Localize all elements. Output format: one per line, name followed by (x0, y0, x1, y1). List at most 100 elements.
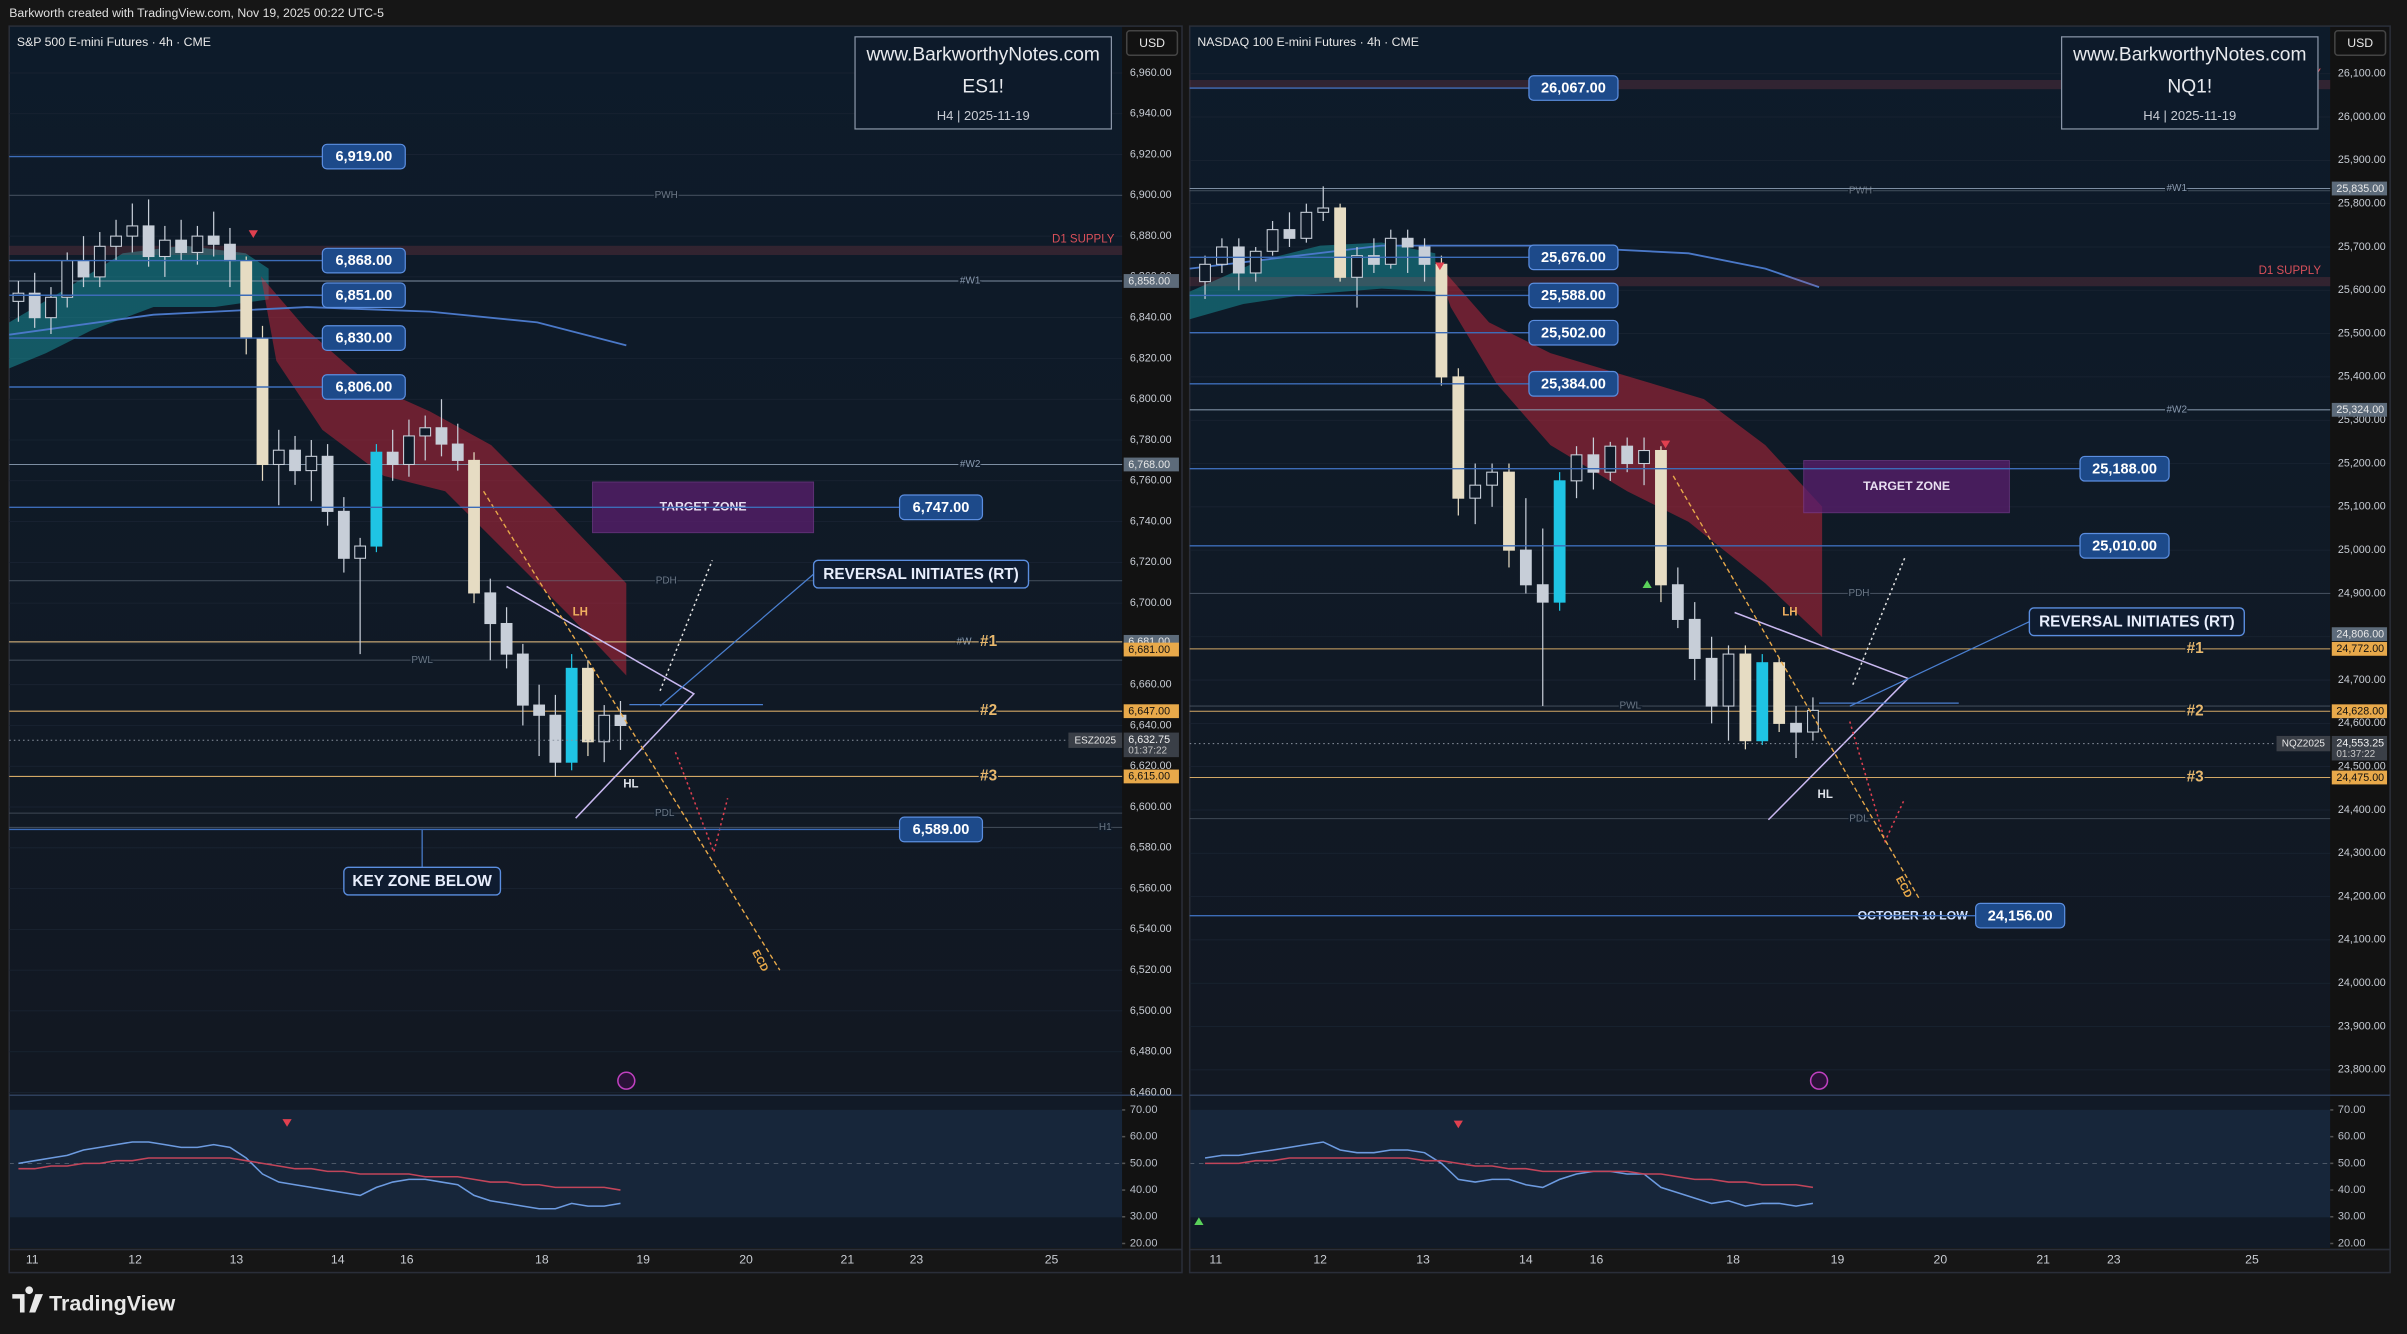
candle-body (1367, 255, 1380, 265)
axis-tag (1123, 274, 1179, 288)
currency-box (1125, 29, 1179, 57)
candle-body (484, 592, 497, 625)
candle-body (207, 235, 220, 245)
candle-body (1638, 449, 1650, 465)
candle-body (1232, 246, 1245, 274)
level-label: #W2 (960, 459, 981, 470)
price-tag-label: 6,830.00 (335, 331, 392, 347)
x-tick-label: 12 (1313, 1253, 1327, 1267)
osc-tick-label: 30.00 (1130, 1211, 1158, 1223)
axis-tag-label: 6,615.00 (1128, 771, 1170, 783)
candle-body (77, 260, 90, 278)
panels: 6,460.00 6,480.00 6,500.00 6,520.00 6,540.00… (8, 25, 2391, 1274)
x-tick-label: 11 (1209, 1253, 1222, 1267)
info-symbol: ES1! (962, 77, 1004, 98)
axis-tag (1123, 642, 1179, 657)
axis-tag (2331, 627, 2388, 642)
price-tag-label: 25,384.00 (1541, 376, 1606, 392)
candle-body (305, 455, 318, 472)
candle-body (435, 427, 448, 445)
price-tag-label: 6,919.00 (335, 149, 392, 165)
info-box (2060, 36, 2319, 130)
x-tick-label: 23 (2107, 1253, 2121, 1267)
annotation: HL (1818, 789, 1833, 801)
level-label: #W2 (2166, 404, 2187, 415)
info-meta: H4 | 2025-11-19 (2143, 108, 2236, 123)
candle-body (1384, 237, 1397, 265)
y-tick-label: 6,520.00 (1130, 964, 1172, 976)
candle-body (289, 449, 301, 472)
candle-body (1671, 584, 1684, 620)
level-label: D1 SUPPLY (2259, 265, 2322, 277)
x-tick-label: 21 (2036, 1253, 2050, 1267)
x-tick-label: 21 (841, 1253, 855, 1267)
y-tick-label: 24,600.00 (2338, 717, 2386, 729)
signal-marker (282, 1119, 292, 1127)
candle-body (240, 260, 253, 339)
candle-body (256, 337, 269, 466)
axis-tag (2331, 181, 2388, 196)
level-label: #2 (2187, 702, 2204, 719)
signal-marker (1642, 580, 1652, 588)
y-tick-label: 25,300.00 (2338, 414, 2386, 426)
osc-tick-label: 60.00 (1130, 1131, 1158, 1143)
projection (1672, 475, 1920, 899)
supply-band (1189, 79, 2331, 90)
chart-title: S&P 500 E-mini Futures · 4h · CME (17, 35, 211, 49)
candle-body (451, 443, 464, 461)
price-tag (321, 374, 406, 400)
candle-body (1655, 449, 1667, 586)
candle-body (1553, 480, 1566, 603)
price-tag-label: 25,502.00 (1541, 325, 1606, 341)
x-tick-label: 14 (1519, 1253, 1533, 1267)
info-box (854, 36, 1113, 130)
y-tick-label: 6,940.00 (1130, 108, 1172, 120)
candle-body (1587, 454, 1600, 473)
y-tick-label: 6,800.00 (1130, 393, 1172, 405)
level-label: PDH (1848, 588, 1869, 599)
candle-body (1452, 376, 1465, 499)
price-tag (2079, 455, 2170, 482)
y-tick-label: 6,740.00 (1130, 515, 1172, 527)
candle-body (354, 545, 367, 559)
candle-body (1249, 250, 1262, 274)
candle-body (321, 455, 334, 512)
candle-body (1266, 229, 1279, 252)
axis-tag-label: 24,806.00 (2336, 628, 2384, 640)
callout-line (1849, 621, 2030, 707)
price-tag-label: 6,747.00 (913, 500, 970, 516)
x-tick-label: 20 (1934, 1253, 1948, 1267)
callout-label: REVERSAL INITIATES (RT) (2039, 614, 2235, 631)
candle-body (419, 427, 432, 437)
price-tag-label: 6,806.00 (335, 380, 392, 396)
candle-body (1790, 722, 1802, 733)
price-tag-label: 25,588.00 (1541, 288, 1606, 304)
oscillator-line (18, 1157, 621, 1191)
candle-body (1739, 653, 1752, 742)
axis-tag-label: 6,858.00 (1128, 275, 1170, 287)
level-label: #W1 (2166, 183, 2187, 194)
symbol-label: ESZ2025 (1074, 735, 1116, 746)
price-tag (321, 143, 406, 170)
candle-body (565, 667, 578, 763)
symbol-tag (2276, 735, 2331, 752)
callout-label: REVERSAL INITIATES (RT) (823, 566, 1019, 583)
candle-body (1688, 618, 1701, 659)
countdown: 01:37:22 (2336, 749, 2375, 760)
projection (1852, 556, 1906, 685)
candle-body (614, 714, 627, 727)
y-tick-label: 24,200.00 (2338, 890, 2386, 902)
price-tag (1528, 319, 1619, 346)
axis-tag-label: 6,768.00 (1128, 459, 1170, 471)
info-site: www.BarkworthyNotes.com (2072, 44, 2306, 65)
candle-body (1536, 584, 1549, 603)
axis-tag (2331, 402, 2388, 417)
axis-tag (1123, 457, 1179, 472)
osc-tick-label: 40.00 (1130, 1184, 1158, 1196)
candle-body (1283, 229, 1296, 239)
oscillator-line (1205, 1157, 1814, 1189)
pattern-triangle (506, 585, 696, 819)
candle-body (1486, 471, 1499, 486)
signal-marker (248, 230, 258, 238)
